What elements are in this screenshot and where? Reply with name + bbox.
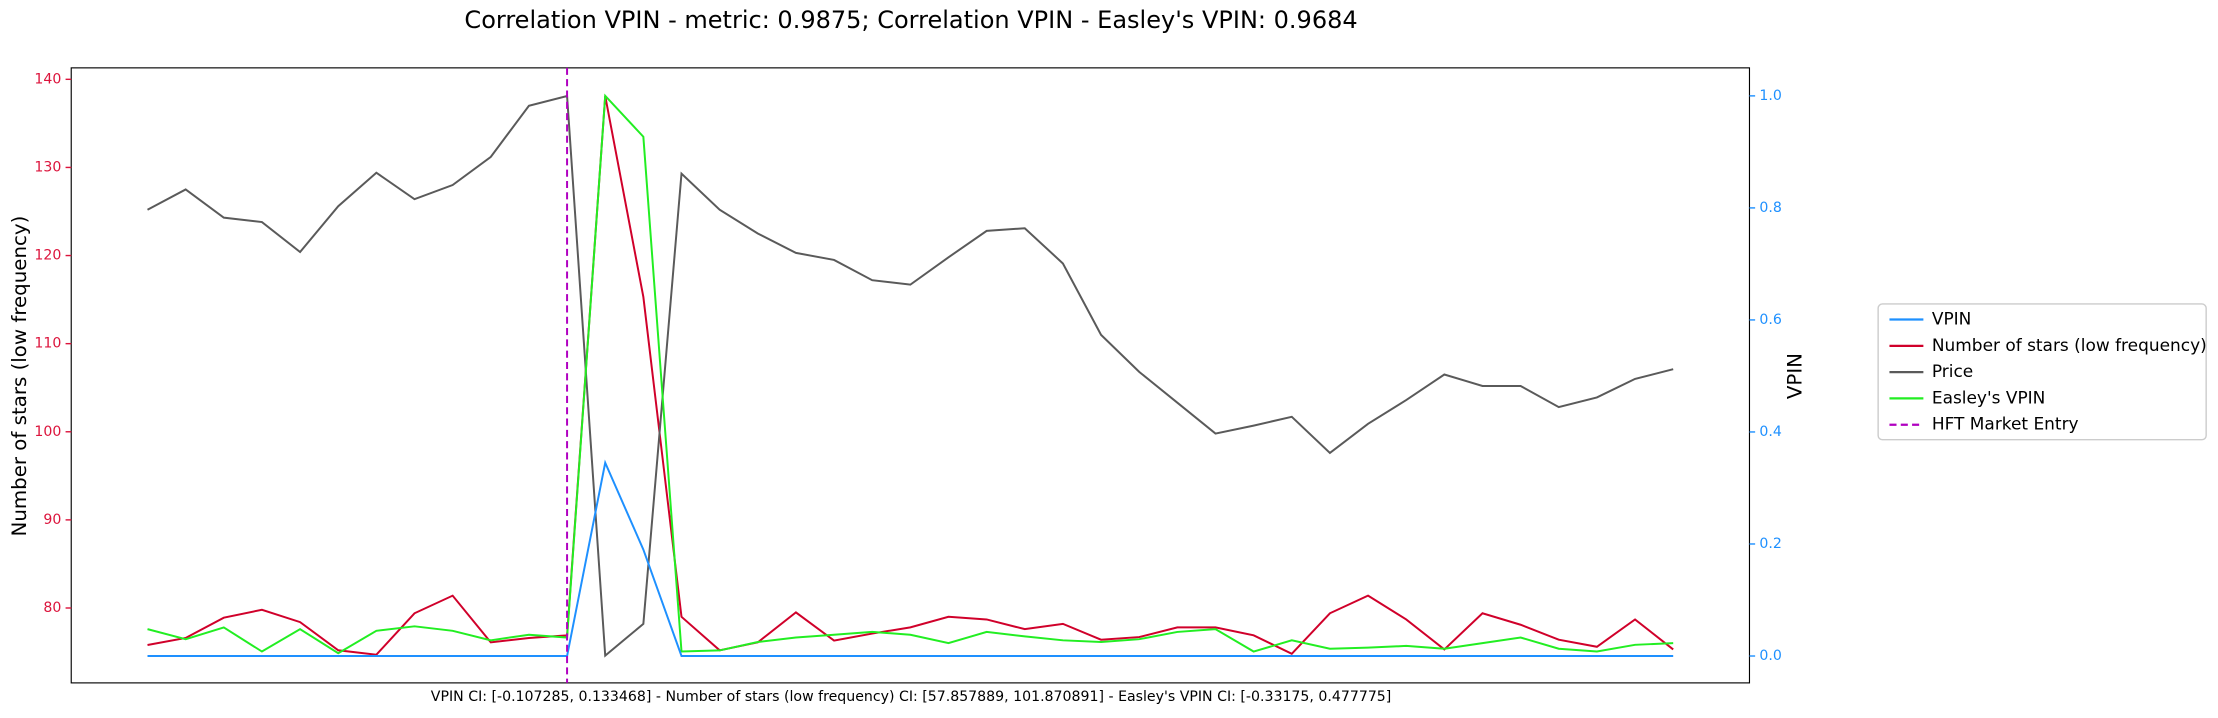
series-line [147, 93, 1674, 655]
y-tick-label: 130 [34, 159, 61, 175]
y2-tick-label: 1.0 [1759, 88, 1781, 104]
chart-title: Correlation VPIN - metric: 0.9875; Corre… [464, 6, 1357, 34]
y-tick-label: 100 [34, 424, 61, 440]
y-axis-label: Number of stars (low frequency) [8, 216, 31, 537]
y-tick-label: 140 [34, 71, 61, 87]
series-line [147, 459, 1674, 657]
legend-box [1877, 303, 2207, 441]
legend-label: Price [1932, 361, 1973, 381]
legend-label: VPIN [1932, 309, 1972, 329]
plot-frame [70, 67, 1751, 684]
y2-tick-label: 0.4 [1759, 424, 1781, 440]
y-tick-label: 120 [34, 248, 61, 264]
y-tick-label: 80 [43, 600, 61, 616]
footnote: VPIN CI: [-0.107285, 0.133468] - Number … [431, 689, 1392, 705]
y2-tick-label: 0.0 [1759, 648, 1781, 664]
legend-label: HFT Market Entry [1932, 414, 2079, 434]
series-line [147, 94, 1674, 658]
legend-label: Easley's VPIN [1932, 387, 2046, 407]
y2-tick-label: 0.6 [1759, 312, 1781, 328]
legend-label: Number of stars (low frequency) [1932, 335, 2207, 355]
y-tick-label: 90 [43, 512, 61, 528]
y-tick-label: 110 [34, 336, 61, 352]
y2-tick-label: 0.8 [1759, 200, 1781, 216]
y2-axis-label: VPIN [1784, 353, 1807, 399]
y2-tick-label: 0.2 [1759, 536, 1781, 552]
